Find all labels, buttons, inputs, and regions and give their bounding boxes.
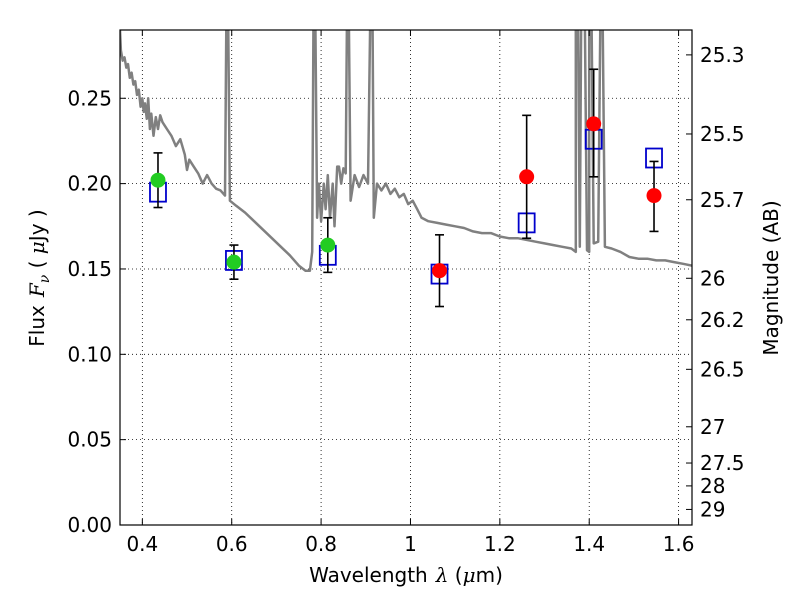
model-spectrum-line [120, 30, 692, 272]
y-axis-label: FluxFν ( μJy ) [25, 209, 53, 346]
x-axis-label: Wavelength λ (μm) [309, 563, 503, 587]
plot-data [120, 30, 692, 308]
data-point [226, 254, 242, 270]
x-tick-label: 1.2 [484, 532, 516, 556]
right-tick-label: 29 [700, 497, 725, 521]
right-tick-label: 26.2 [700, 308, 745, 332]
x-tick-label: 1 [404, 532, 417, 556]
right-axis-label: Magnitude (AB) [759, 200, 783, 355]
x-tick-label: 1.4 [573, 532, 605, 556]
data-point [586, 116, 602, 132]
x-tick-label: 0.8 [305, 532, 337, 556]
y-tick-label: 0.10 [67, 342, 112, 366]
right-tick-label: 27.5 [700, 451, 745, 475]
right-tick-label: 27 [700, 415, 725, 439]
right-tick-label: 25.7 [700, 188, 745, 212]
y-tick-label: 0.00 [67, 513, 112, 537]
right-tick-label: 26.5 [700, 357, 745, 381]
right-tick-label: 26 [700, 266, 725, 290]
data-point [646, 188, 662, 204]
y-tick-label: 0.15 [67, 257, 112, 281]
right-tick-label: 25.3 [700, 43, 745, 67]
grid [120, 30, 692, 525]
x-tick-label: 0.4 [126, 532, 158, 556]
plot-frame [119, 29, 693, 526]
x-tick-label: 1.6 [663, 532, 695, 556]
data-point [320, 237, 336, 253]
y-tick-label: 0.05 [67, 428, 112, 452]
data-point [432, 263, 448, 279]
y-tick-label: 0.25 [67, 86, 112, 110]
data-point [150, 172, 166, 188]
y-tick-label: 0.20 [67, 172, 112, 196]
right-tick-label: 25.5 [700, 122, 745, 146]
right-tick-label: 28 [700, 474, 725, 498]
ticks: 0.4 0.6 0.8 1 1.2 1.4 1.6 0.00 0.05 0.10 0.15 0.20 0… [67, 30, 745, 556]
data-point [519, 169, 535, 185]
x-tick-label: 0.6 [216, 532, 248, 556]
